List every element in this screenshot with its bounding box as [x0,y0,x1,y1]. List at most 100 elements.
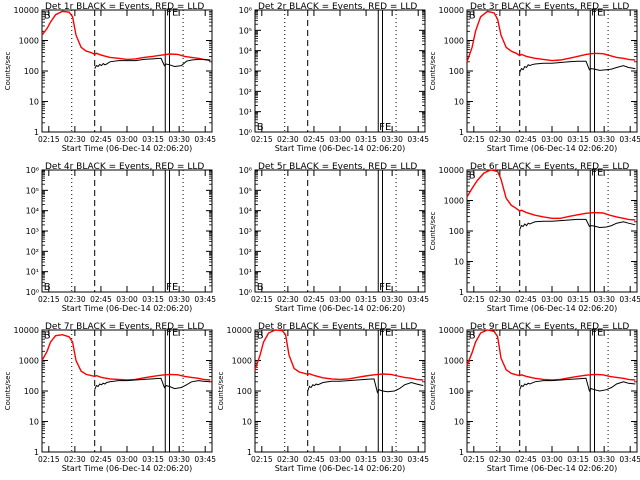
plot-frame [42,330,212,452]
y-tick-label: 10 [29,98,39,107]
y-tick-label: 10⁰ [239,128,252,137]
y-tick-label: 100 [237,387,252,396]
y-tick-label: 1000 [444,37,464,46]
x-tick-label: 02:45 [303,135,325,144]
x-tick-label: 02:30 [277,455,299,464]
marker-e: E [597,7,603,18]
x-axis-label: Start Time (06-Dec-14 02:06:20) [487,304,618,313]
marker-b: B [44,282,51,293]
marker-b: B [257,122,264,133]
panel-title: Det 7r BLACK = Events, RED = LLD [45,322,204,332]
y-tick-label: 10⁴ [26,207,39,216]
y-tick-label: 100 [24,67,39,76]
panel-title: Det 9r BLACK = Events, RED = LLD [470,322,629,332]
x-tick-label: 02:30 [64,135,86,144]
y-tick-label: 10⁶ [239,6,252,15]
x-tick-label: 02:15 [463,295,485,304]
y-tick-label: 10000 [14,326,39,335]
marker-e: E [385,122,391,133]
marker-b: B [469,331,476,342]
x-axis-label: Start Time (06-Dec-14 02:06:20) [275,464,406,473]
x-tick-label: 03:30 [168,295,190,304]
y-tick-label: 10¹ [239,268,252,277]
x-tick-label: 03:00 [329,135,351,144]
lld-series-line [467,11,635,61]
panel-title: Det 2r BLACK = Events, RED = LLD [258,2,417,12]
y-tick-label: 10⁶ [239,166,252,175]
detector-panel-5: Det 5r BLACK = Events, RED = LLD 10⁰ 10¹ 10… [239,162,430,313]
x-tick-label: 02:15 [463,455,485,464]
y-tick-label: 100 [449,387,464,396]
x-tick-label: 03:00 [541,135,563,144]
y-axis-label: Counts/sec [429,52,437,91]
x-tick-label: 02:45 [515,295,537,304]
x-tick-label: 03:45 [619,135,640,144]
x-tick-label: 03:00 [116,135,138,144]
y-tick-label: 10⁰ [26,288,39,297]
y-tick-label: 1000 [19,357,39,366]
detector-panel-7: Det 7r BLACK = Events, RED = LLDCounts/s… [4,322,216,473]
x-tick-label: 03:15 [567,135,589,144]
x-axis-label: Start Time (06-Dec-14 02:06:20) [62,144,193,153]
y-tick-label: 10 [29,418,39,427]
plot-frame [467,170,637,292]
x-tick-label: 02:30 [64,295,86,304]
plot-frame [255,10,425,132]
y-tick-label: 10³ [239,227,252,236]
x-tick-label: 03:15 [355,295,377,304]
y-tick-label: 1000 [232,357,252,366]
x-tick-label: 03:15 [567,295,589,304]
x-tick-label: 03:45 [194,295,216,304]
lld-series-line [467,330,635,380]
x-tick-label: 03:30 [593,135,615,144]
x-axis-label: Start Time (06-Dec-14 02:06:20) [275,144,406,153]
marker-e: E [597,327,603,338]
x-axis-label: Start Time (06-Dec-14 02:06:20) [487,144,618,153]
y-tick-label: 10⁶ [26,166,39,175]
x-tick-label: 03:15 [142,135,164,144]
x-tick-label: 03:00 [541,455,563,464]
x-tick-label: 02:15 [463,135,485,144]
marker-e: E [172,327,178,338]
x-tick-label: 03:30 [168,455,190,464]
plot-frame [42,10,212,132]
y-tick-label: 10000 [14,6,39,15]
x-tick-label: 03:45 [619,295,640,304]
x-tick-label: 03:30 [381,295,403,304]
x-tick-label: 03:30 [168,135,190,144]
y-tick-label: 10⁰ [239,288,252,297]
lld-series-line [42,335,210,380]
x-tick-label: 03:15 [567,455,589,464]
x-tick-label: 03:00 [329,455,351,464]
y-tick-label: 10⁴ [239,207,252,216]
plot-frame [467,10,637,132]
events-series-line [520,378,636,391]
y-axis-label: Counts/sec [4,52,12,91]
x-tick-label: 02:15 [38,135,60,144]
events-series-line [95,378,211,389]
x-tick-label: 02:45 [515,455,537,464]
x-tick-label: 02:15 [38,295,60,304]
lld-series-line [467,170,635,220]
y-tick-label: 10² [26,247,39,256]
detector-panel-4: Det 4r BLACK = Events, RED = LLD 10⁰ 10¹ 10… [26,162,217,313]
marker-b: B [469,11,476,22]
x-tick-label: 03:45 [407,295,429,304]
x-tick-label: 03:15 [355,455,377,464]
panel-title: Det 5r BLACK = Events, RED = LLD [258,162,417,172]
y-tick-label: 10¹ [26,268,39,277]
x-tick-label: 03:15 [142,455,164,464]
x-tick-label: 02:30 [489,295,511,304]
x-tick-label: 03:45 [194,455,216,464]
y-tick-label: 10¹ [239,108,252,117]
x-axis-label: Start Time (06-Dec-14 02:06:20) [275,304,406,313]
y-tick-label: 10 [454,258,464,267]
panel-title: Det 4r BLACK = Events, RED = LLD [45,162,204,172]
y-tick-label: 10 [242,418,252,427]
y-tick-label: 10000 [439,6,464,15]
marker-e: E [385,282,391,293]
marker-e: E [172,282,178,293]
y-axis-label: Counts/sec [429,372,437,411]
x-tick-label: 02:30 [277,135,299,144]
x-tick-label: 03:45 [619,455,640,464]
